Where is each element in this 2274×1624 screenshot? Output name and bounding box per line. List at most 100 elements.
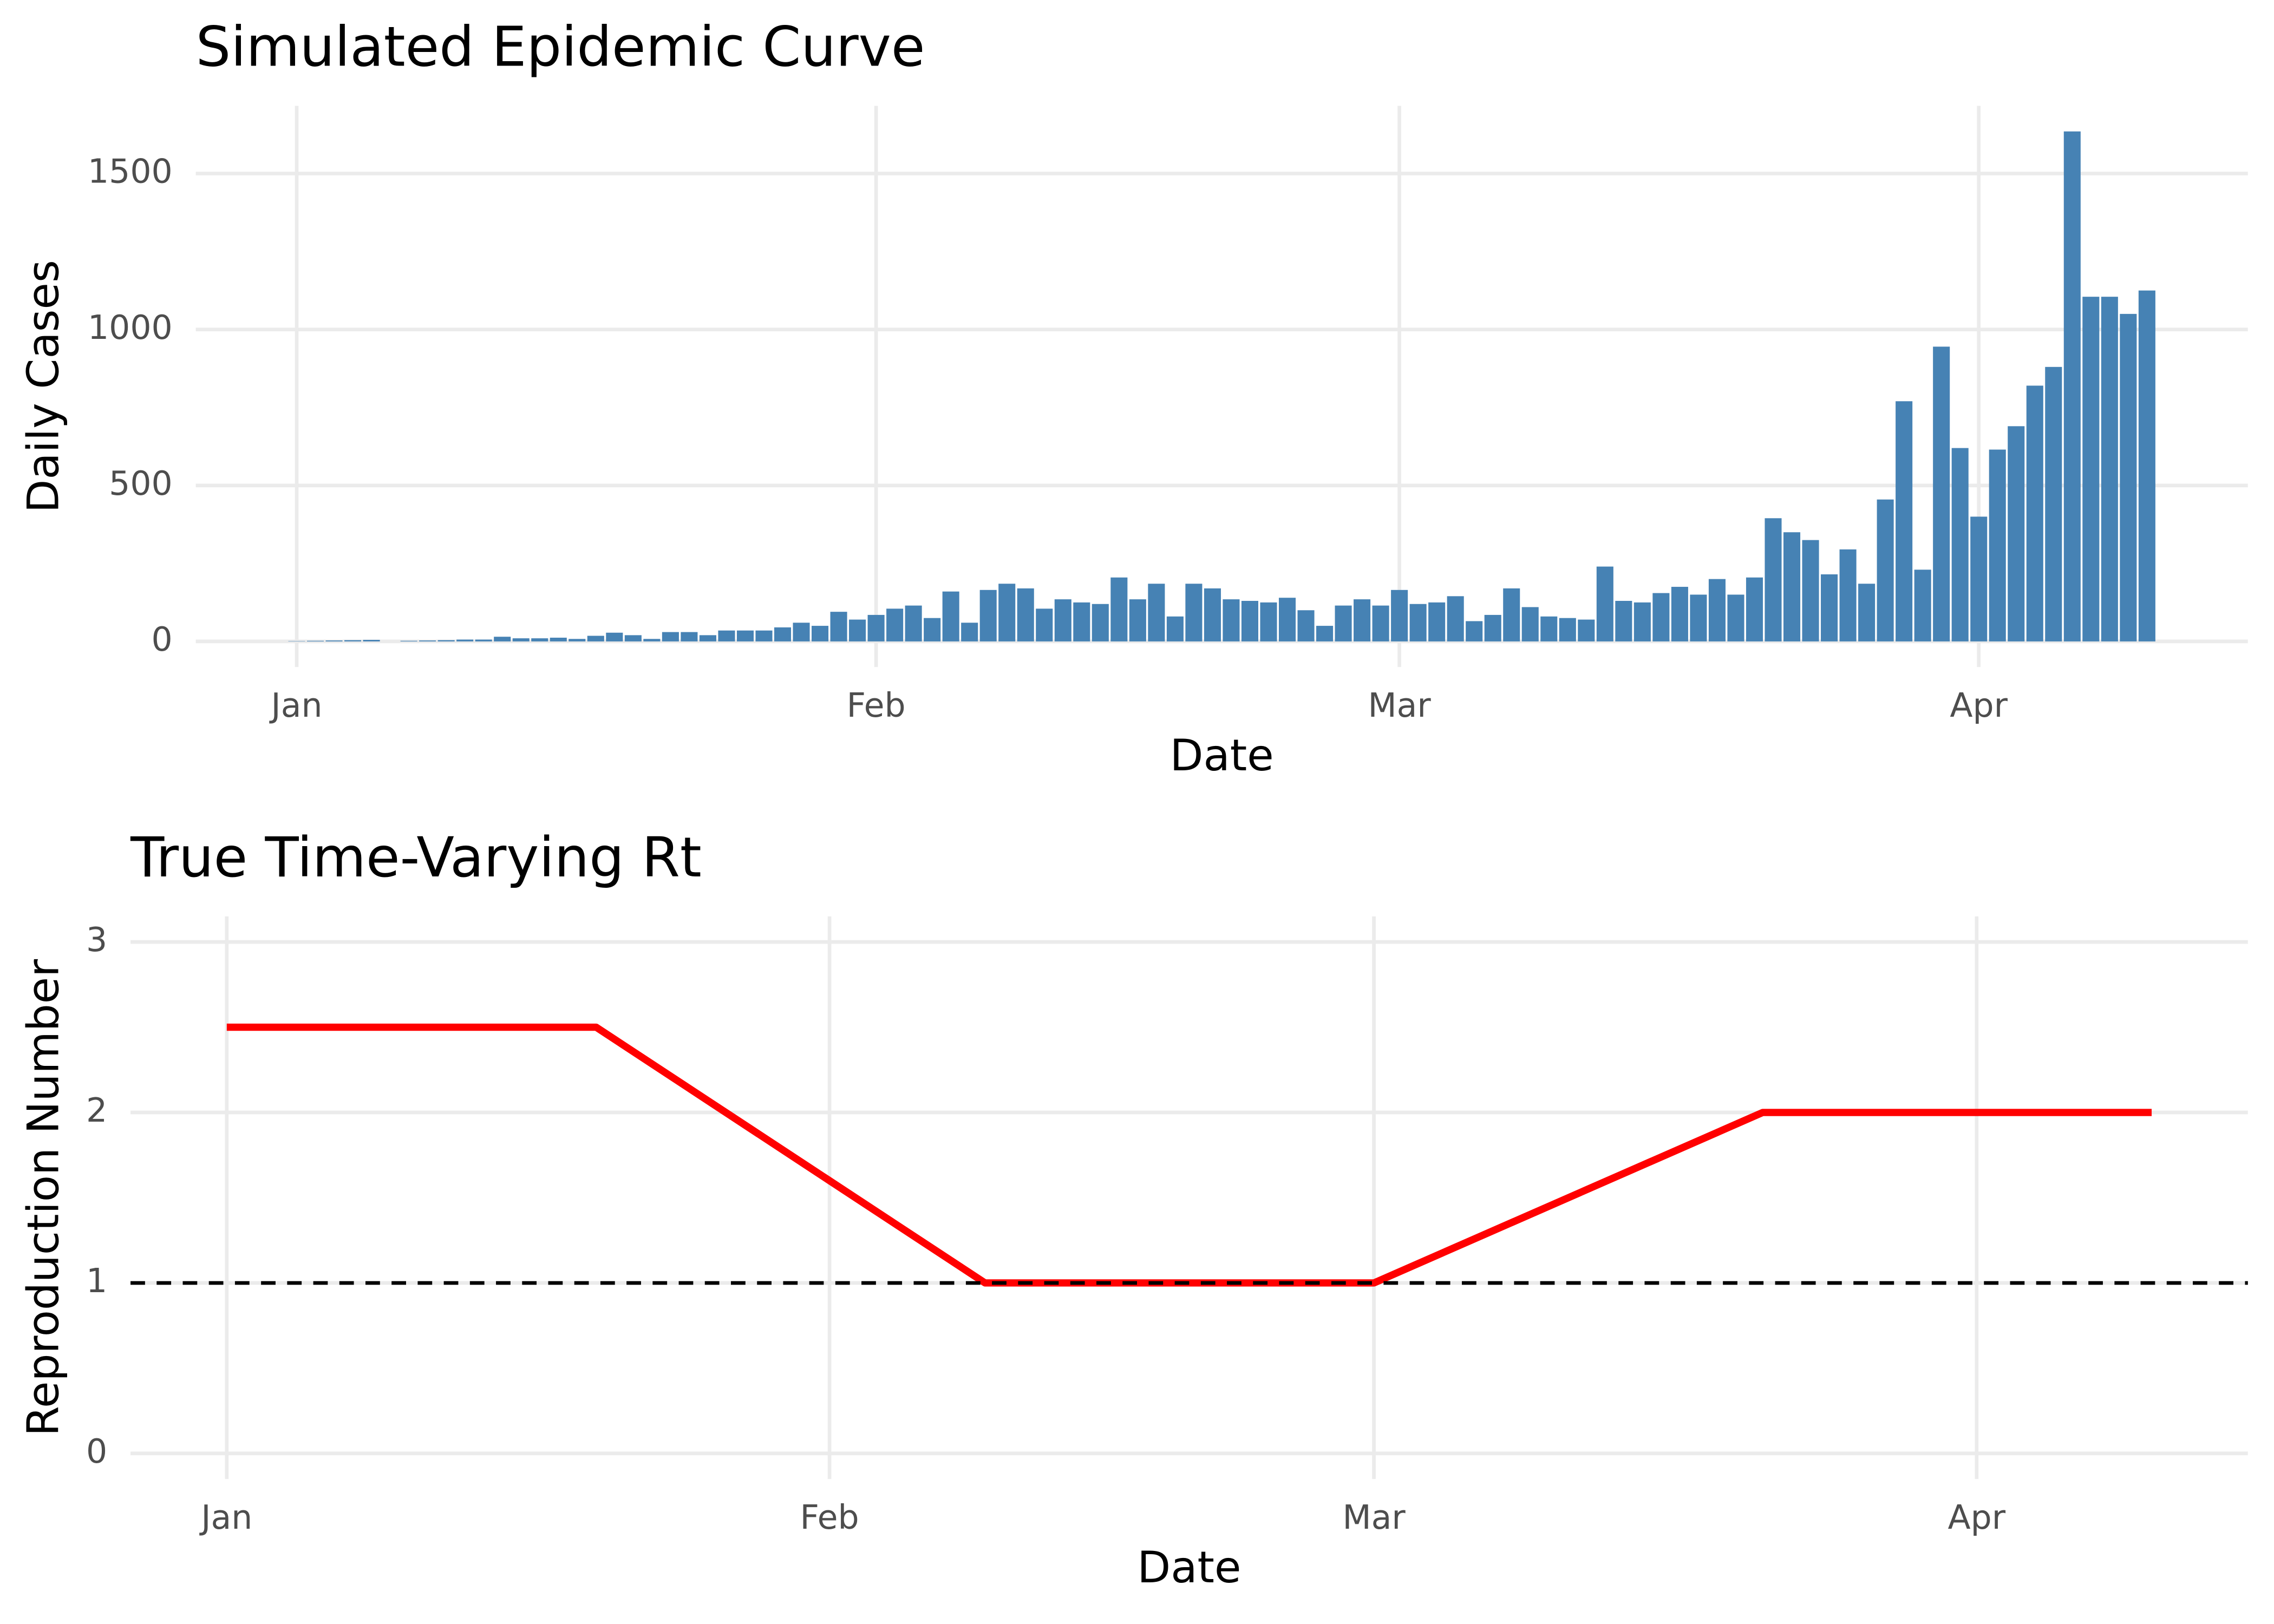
bar [1260,602,1277,641]
bar [475,639,492,641]
bar [662,632,679,641]
bar [1036,608,1053,641]
x-axis-label: Date [1137,1542,1241,1593]
bar [1428,602,1446,641]
y-tick-label: 0 [86,1432,107,1471]
bar [1354,599,1371,641]
bar [587,636,604,641]
x-tick-label: Jan [269,686,323,725]
bar [1858,584,1876,641]
chart-title: True Time-Varying Rt [130,826,702,890]
bar [849,619,866,641]
y-tick-label: 1 [86,1261,107,1300]
bar [419,640,436,641]
bar [1092,604,1109,641]
y-tick-label: 1500 [88,152,173,191]
bar [1989,449,2006,641]
bar [1297,610,1315,641]
bar [1578,619,1595,641]
bar [325,640,343,641]
bar [1466,621,1483,641]
bar [1708,579,1726,641]
bar [1484,614,1501,641]
bar [2063,131,2081,641]
bar [924,618,941,641]
bar [1185,584,1203,641]
bar [1559,618,1576,641]
bar [1129,599,1146,641]
bar [1204,588,1221,641]
bar [1148,584,1165,641]
bar [606,632,623,641]
bar [2026,385,2043,641]
bar [1821,574,1838,641]
bar [1241,600,1259,641]
bar [774,627,792,641]
x-tick-label: Mar [1368,686,1432,725]
y-axis-label: Reproduction Number [18,959,69,1436]
x-tick-label: Mar [1342,1498,1406,1537]
x-tick-label: Apr [1950,686,2008,725]
bar [2082,297,2100,641]
bar [1951,448,1969,641]
bar [1746,577,1763,641]
bar [830,612,847,641]
bar [998,584,1016,641]
bar [793,623,810,641]
y-tick-label: 2 [86,1091,107,1130]
bar [979,590,997,641]
y-tick-label: 1000 [88,308,173,347]
bar [494,637,511,641]
bar [1335,605,1352,641]
bar [531,638,548,641]
bar [1447,596,1464,641]
rt-line [226,1023,2152,1287]
bar [1933,346,1950,641]
bar [1503,588,1520,641]
bar [2120,313,2137,641]
bar [1372,605,1389,641]
bar [568,639,586,641]
bar [1690,594,1707,641]
bar [344,640,362,641]
bar [624,635,642,641]
bar [755,630,773,641]
bar [1615,600,1632,641]
bar [1316,626,1334,641]
bar [1017,588,1034,641]
bar [1765,518,1782,641]
x-tick-label: Apr [1948,1498,2006,1537]
x-tick-label: Feb [847,686,906,725]
bar [1596,566,1613,641]
bar [437,640,455,641]
bar [1633,602,1651,641]
bar [1877,499,1894,641]
bar [1652,593,1670,641]
bar [1073,602,1090,641]
x-tick-label: Feb [800,1498,859,1537]
bar [905,605,922,641]
bar [363,640,380,641]
bar [718,630,735,641]
bar [736,630,754,641]
bar [2008,426,2025,641]
bar [699,635,716,641]
y-tick-label: 3 [86,920,107,959]
bar [643,639,661,641]
bar [2045,366,2062,641]
bar [1521,607,1539,641]
bar [512,638,530,641]
bar [1278,598,1296,641]
x-tick-label: Jan [199,1498,252,1537]
y-tick-label: 500 [109,464,173,503]
y-axis-label: Daily Cases [18,260,69,513]
bar [1540,616,1558,641]
bar [1409,604,1427,641]
bar [886,608,904,641]
bar [867,614,885,641]
bar [1896,401,1913,641]
bar [812,626,829,641]
bar [456,639,474,641]
bar [2138,290,2155,641]
bar [1839,549,1857,641]
